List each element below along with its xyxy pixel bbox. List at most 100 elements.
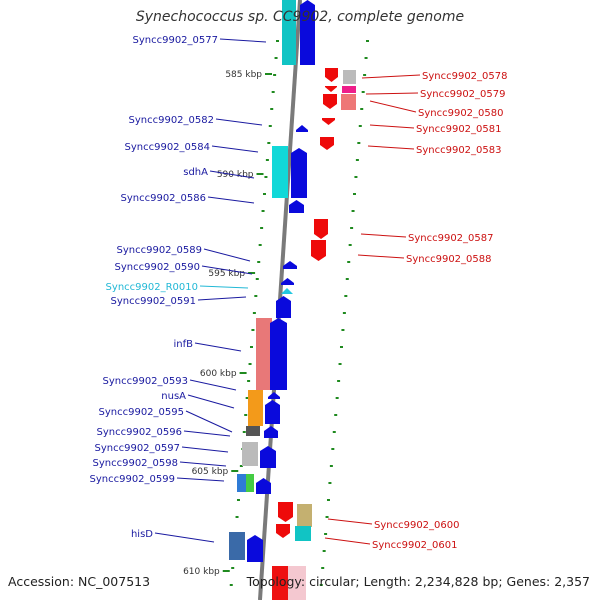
label-leader-line xyxy=(203,248,251,262)
gene-arrow-reverse xyxy=(276,524,290,538)
scale-tick-right xyxy=(335,397,339,399)
scale-tick-right xyxy=(354,176,358,178)
gene-arrow-forward xyxy=(260,446,276,468)
scale-label: 585 kbp xyxy=(225,70,262,80)
gene-label-reverse: Syncc9902_0600 xyxy=(374,520,460,531)
gene-label-forward: Syncc9902_0586 xyxy=(121,193,207,204)
gene-label-forward: Syncc9902_0591 xyxy=(111,296,197,307)
gene-label-forward: Syncc9902_0596 xyxy=(97,427,183,438)
scale-tick-right xyxy=(344,295,348,297)
label-leader-line xyxy=(179,461,227,467)
scale-tick-left xyxy=(257,261,261,263)
scale-major-tick xyxy=(239,372,247,374)
scale-tick-right xyxy=(341,329,345,331)
gene-arrow-forward xyxy=(291,148,307,198)
map-title: Synechococcus sp. CC9902, complete genom… xyxy=(135,9,465,25)
scale-tick-left xyxy=(242,431,246,433)
scale-tick-left xyxy=(231,567,235,569)
scale-tick-right xyxy=(338,363,342,365)
gene-label-forward: Syncc9902_0577 xyxy=(133,35,219,46)
scale-tick-right xyxy=(355,159,359,161)
gene-block-olive xyxy=(297,504,312,527)
gene-label-forward: Syncc9902_0582 xyxy=(129,115,215,126)
gene-block-grey xyxy=(343,70,356,84)
label-leader-line xyxy=(207,196,255,204)
gene-label-reverse: Syncc9902_0583 xyxy=(416,145,502,156)
scale-tick-right xyxy=(360,108,364,110)
gene-block-pink xyxy=(256,318,272,390)
label-leader-line xyxy=(201,265,253,275)
scale-tick-right xyxy=(332,431,336,433)
gene-label-forward: hisD xyxy=(131,529,153,540)
scale-tick-left xyxy=(249,346,253,348)
gene-block-lightpink xyxy=(288,566,306,600)
label-leader-line xyxy=(369,100,417,113)
label-leader-line xyxy=(369,124,415,129)
scale-tick-left xyxy=(236,499,240,501)
gene-block-steelblue xyxy=(229,532,245,560)
scale-tick-right xyxy=(352,193,356,195)
gene-arrow-forward xyxy=(270,318,287,390)
gene-arrow-forward xyxy=(256,478,271,494)
scale-tick-left xyxy=(258,244,262,246)
scale-label: 600 kbp xyxy=(200,369,237,379)
scale-major-tick xyxy=(231,470,239,472)
gene-label-forward: infB xyxy=(174,339,194,350)
gene-label-forward: Syncc9902_0597 xyxy=(95,443,181,454)
gene-block-cyan xyxy=(282,0,296,65)
gene-label-reverse: Syncc9902_0578 xyxy=(422,71,508,82)
gene-arrow-forward xyxy=(296,125,308,132)
label-leader-line xyxy=(324,537,371,545)
scale-tick-right xyxy=(357,142,361,144)
gene-arrow-reverse xyxy=(320,137,334,150)
gene-label-forward: Syncc9902_0598 xyxy=(93,458,179,469)
gene-label-forward: Syncc9902_0589 xyxy=(117,245,203,256)
scale-tick-left xyxy=(244,414,248,416)
label-leader-line xyxy=(219,38,267,43)
gene-block-cyan xyxy=(295,526,311,541)
scale-tick-left xyxy=(264,176,268,178)
scale-tick-right xyxy=(366,40,369,42)
gene-label-forward: Syncc9902_R0010 xyxy=(106,282,198,293)
scale-label: 610 kbp xyxy=(183,567,220,577)
scale-tick-right xyxy=(326,499,330,501)
scale-tick-left xyxy=(276,40,279,42)
gene-label-reverse: Syncc9902_0601 xyxy=(372,540,458,551)
scale-tick-left xyxy=(270,108,274,110)
gene-arrow-reverse xyxy=(325,86,337,92)
scale-tick-left xyxy=(254,295,258,297)
gene-label-reverse: Syncc9902_0581 xyxy=(416,124,502,135)
scale-tick-right xyxy=(322,550,326,552)
label-leader-line xyxy=(189,379,237,391)
gene-block-orange xyxy=(248,390,263,426)
scale-tick-right xyxy=(325,516,329,518)
scale-tick-left xyxy=(260,227,264,229)
gene-label-forward: Syncc9902_0595 xyxy=(99,407,185,418)
gene-arrow-forward xyxy=(276,296,291,318)
scale-tick-right xyxy=(324,533,328,535)
accession-text: Accession: NC_007513 xyxy=(8,574,151,589)
scale-tick-right xyxy=(358,125,362,127)
gene-arrow-reverse xyxy=(314,219,328,239)
gene-block-darkgrey xyxy=(246,426,260,436)
label-leader-line xyxy=(209,170,255,179)
label-leader-line xyxy=(199,285,249,289)
scale-tick-left xyxy=(251,329,255,331)
scale-tick-right xyxy=(363,74,367,76)
label-leader-line xyxy=(360,233,407,238)
gene-block-magenta xyxy=(342,86,356,93)
gene-arrow-reverse xyxy=(278,502,293,522)
gene-arrow-forward xyxy=(283,261,297,269)
gene-arrow-reverse xyxy=(323,94,337,109)
label-leader-line xyxy=(367,145,415,150)
scale-tick-right xyxy=(328,482,332,484)
label-leader-line xyxy=(357,254,405,259)
scale-tick-right xyxy=(345,278,349,280)
scale-tick-right xyxy=(342,312,346,314)
scale-label: 595 kbp xyxy=(208,269,245,279)
scale-tick-left xyxy=(268,125,272,127)
gene-arrow-forward xyxy=(265,400,280,424)
label-leader-line xyxy=(197,296,247,301)
